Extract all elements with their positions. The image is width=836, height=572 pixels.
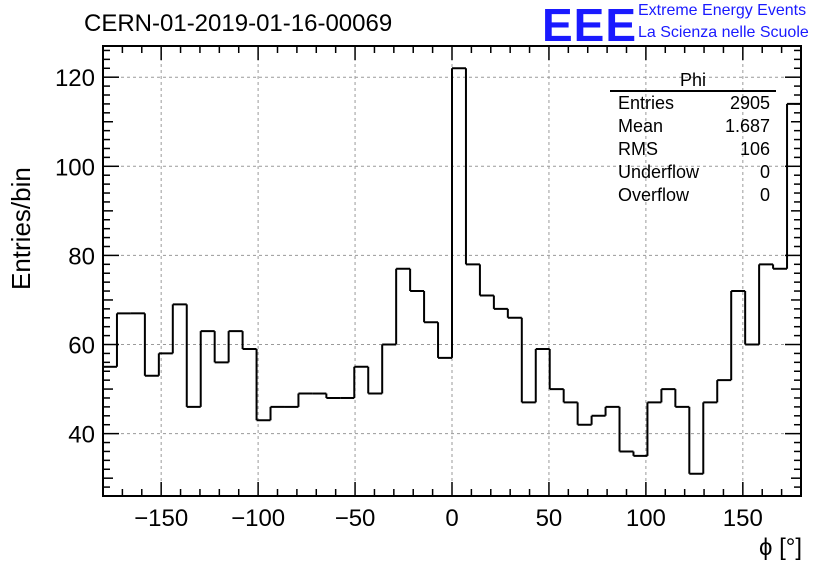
histogram-bin: [478, 264, 494, 297]
x-tick-label: −100: [231, 505, 285, 532]
stats-label: Entries: [618, 93, 675, 113]
logo-line-1: Extreme Energy Events: [638, 2, 807, 19]
histogram-bin: [409, 268, 425, 293]
x-tick-label: −50: [335, 505, 376, 532]
histogram-bin: [506, 308, 522, 319]
histogram-bin: [702, 401, 718, 474]
stats-label: Mean: [618, 116, 664, 136]
histogram-bin: [297, 392, 313, 407]
histogram-bin: [716, 379, 732, 403]
histogram-bin: [157, 352, 173, 376]
y-tick-label: 60: [68, 333, 95, 360]
histogram-bin: [562, 389, 578, 404]
y-tick-label: 40: [68, 422, 95, 449]
histogram-bin: [381, 343, 397, 394]
histogram-bin: [115, 312, 131, 367]
stats-box: Phi Entries 2905 Mean 1.687 RMS 106 Unde…: [610, 70, 776, 207]
stats-row-overflow: Overflow 0: [610, 184, 776, 207]
histogram-bin: [688, 406, 704, 475]
histogram-bin: [451, 67, 466, 358]
histogram-bin: [269, 405, 285, 421]
histogram-bin: [534, 347, 550, 403]
stats-row-underflow: Underflow 0: [610, 161, 776, 184]
histogram-bin: [171, 303, 187, 354]
y-tick-label: 80: [68, 243, 95, 270]
histogram-bin: [786, 102, 801, 269]
histogram-bin: [744, 291, 760, 346]
histogram-bin: [576, 402, 592, 426]
histogram-bin: [492, 295, 508, 310]
stats-value: 1.687: [724, 116, 770, 136]
histogram-bin: [646, 401, 662, 456]
histogram-bin: [241, 331, 257, 350]
histogram-bin: [632, 451, 648, 457]
histogram-bin: [143, 313, 159, 377]
stats-row-mean: Mean 1.687: [610, 115, 776, 138]
x-tick-label: −150: [134, 505, 188, 532]
chart-title: CERN-01-2019-01-16-00069: [84, 10, 393, 37]
stats-value: 0: [759, 185, 770, 205]
stats-row-entries: Entries 2905: [610, 92, 776, 115]
histogram-bin: [618, 406, 634, 453]
histogram-bin: [758, 263, 774, 345]
histogram-bin: [548, 348, 564, 391]
x-tick-label: 0: [445, 505, 458, 532]
histogram-bin: [227, 330, 243, 363]
histogram-bin: [213, 331, 229, 364]
y-tick-label: 120: [55, 65, 95, 92]
histogram-bin: [395, 267, 411, 345]
x-tick-label: 100: [626, 505, 666, 532]
x-axis-label: ϕ [°]: [758, 534, 802, 561]
histogram-bin: [185, 304, 201, 408]
histogram-bin: [772, 264, 788, 270]
histogram-bin: [199, 330, 215, 407]
stats-label: Underflow: [618, 162, 700, 182]
y-tick-label: 100: [55, 154, 95, 181]
histogram-bin: [604, 405, 620, 416]
y-axis-label: Entries/bin: [6, 167, 36, 290]
histogram-bin: [660, 388, 676, 403]
logo-line-2: La Scienza nelle Scuole: [638, 24, 809, 41]
histogram-bin: [423, 291, 439, 324]
histogram-bin: [464, 68, 480, 266]
histogram-bin: [255, 348, 271, 422]
histogram-bin: [353, 365, 369, 398]
stats-title: Phi: [610, 70, 776, 92]
histogram-bin: [520, 317, 536, 404]
histogram-bin: [325, 393, 341, 399]
stats-row-rms: RMS 106: [610, 138, 776, 161]
histogram-bin: [674, 389, 690, 408]
stats-value: 106: [739, 139, 770, 159]
x-tick-label: 50: [536, 505, 563, 532]
stats-label: Overflow: [618, 185, 690, 205]
histogram-bin: [730, 290, 746, 381]
histogram-bin: [437, 322, 452, 359]
histogram-bin: [367, 366, 383, 395]
stats-value: 2905: [729, 93, 770, 113]
x-tick-label: 150: [723, 505, 763, 532]
eee-logo: EEE: [542, 0, 638, 51]
histogram-bin: [590, 414, 606, 425]
stats-label: RMS: [618, 139, 658, 159]
stats-value: 0: [759, 162, 770, 182]
